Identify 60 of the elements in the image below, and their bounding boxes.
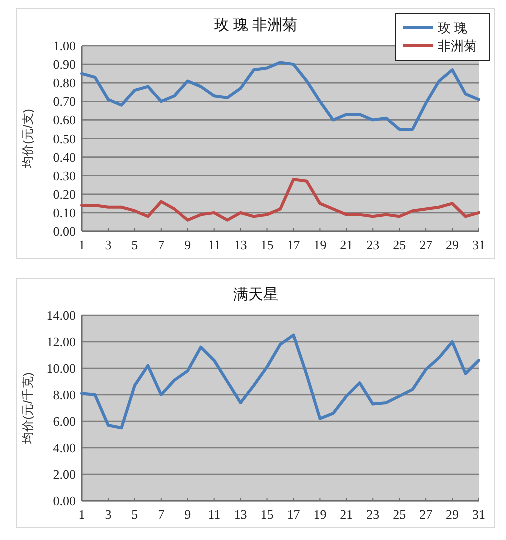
y-tick-label: 4.00	[53, 440, 76, 456]
chart-title: 玫 瑰 非洲菊	[214, 17, 298, 34]
y-tick-label: 0.80	[53, 76, 76, 91]
x-tick-label: 25	[393, 507, 406, 522]
x-tick-label: 11	[208, 238, 221, 252]
y-tick-label: 6.00	[53, 414, 76, 429]
y-tick-label: 0.20	[53, 186, 76, 202]
x-tick-label: 17	[287, 507, 301, 522]
y-tick-label: 0.50	[53, 131, 76, 146]
y-axis-title: 均价(元/支)	[21, 109, 35, 170]
y-tick-label: 12.00	[46, 334, 76, 350]
x-tick-label: 29	[446, 507, 460, 522]
x-tick-label: 11	[208, 507, 221, 522]
x-tick-label: 31	[472, 507, 486, 522]
x-tick-label: 5	[132, 507, 138, 522]
y-tick-label: 0.10	[53, 205, 76, 220]
x-tick-label: 9	[184, 238, 192, 252]
x-tick-label: 3	[105, 238, 112, 252]
x-tick-label: 21	[340, 507, 354, 522]
x-tick-label: 13	[234, 238, 248, 252]
y-tick-label: 0.70	[53, 94, 76, 110]
y-tick-label: 0.60	[53, 112, 76, 128]
x-tick-label: 25	[393, 238, 406, 252]
x-tick-label: 27	[420, 507, 434, 522]
x-tick-label: 19	[314, 507, 327, 522]
chart-title: 满天星	[234, 286, 278, 304]
x-tick-label: 19	[314, 238, 327, 252]
x-tick-label: 21	[340, 238, 354, 252]
x-tick-label: 27	[420, 238, 434, 252]
line-series	[80, 61, 480, 131]
y-tick-label: 10.00	[46, 361, 76, 376]
y-tick-label: 8.00	[53, 388, 76, 402]
x-tick-label: 17	[287, 238, 301, 252]
y-tick-label: 2.00	[53, 467, 76, 482]
x-tick-label: 1	[78, 238, 86, 252]
legend-label: 玫 瑰	[438, 20, 468, 36]
y-tick-label: 14.00	[46, 308, 76, 323]
x-tick-label: 13	[234, 507, 248, 522]
x-tick-label: 7	[158, 507, 166, 522]
x-tick-label: 29	[446, 238, 460, 252]
x-tick-label: 1	[78, 507, 86, 522]
y-tick-label: 0.00	[53, 224, 76, 239]
y-tick-label: 0.30	[53, 168, 76, 184]
x-tick-label: 15	[260, 507, 274, 522]
y-tick-label: 1.00	[53, 38, 76, 54]
x-tick-label: 7	[158, 238, 166, 252]
x-tick-label: 23	[366, 507, 380, 522]
x-tick-label: 15	[260, 238, 274, 252]
line-series	[80, 334, 480, 430]
x-tick-label: 31	[472, 238, 486, 252]
x-tick-label: 9	[184, 507, 192, 522]
line-series	[80, 178, 480, 222]
y-axis-title: 均价(元/千克)	[21, 372, 35, 445]
x-tick-label: 5	[132, 238, 138, 252]
y-tick-label: 0.90	[53, 57, 76, 72]
y-tick-label: 0.40	[53, 150, 76, 165]
x-tick-label: 3	[105, 507, 112, 522]
y-tick-label: 0.00	[53, 494, 76, 508]
x-tick-label: 23	[366, 238, 380, 252]
legend-label: 非洲菊	[438, 38, 477, 54]
